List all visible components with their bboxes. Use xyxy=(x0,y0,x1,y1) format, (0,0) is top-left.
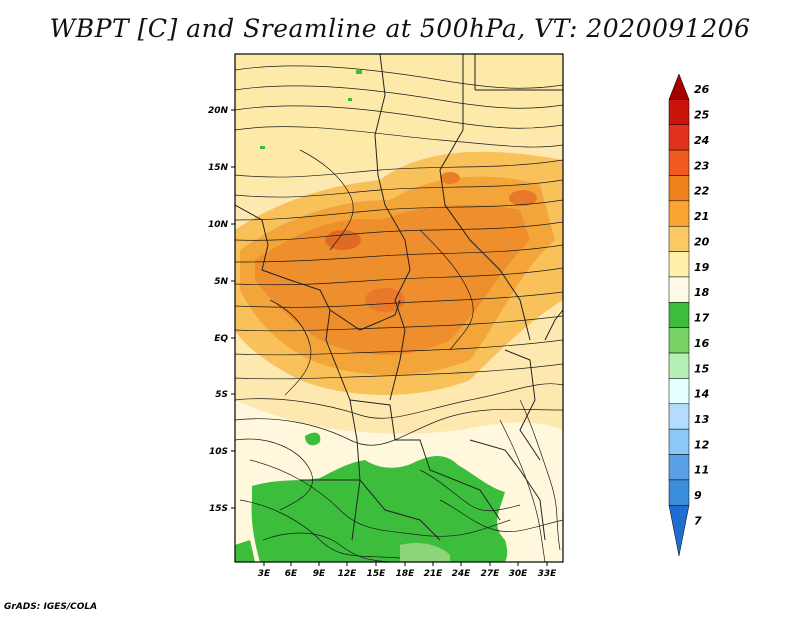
colorbar-cell xyxy=(668,454,690,481)
colorbar-cell xyxy=(668,99,690,125)
colorbar-label: 25 xyxy=(694,109,710,122)
colorbar-label: 18 xyxy=(694,286,710,299)
lon-label: 33E xyxy=(538,569,558,579)
colorbar-label: 12 xyxy=(694,438,710,451)
colorbar-label: 21 xyxy=(694,210,709,223)
colorbar-label: 23 xyxy=(694,159,710,172)
colorbar-label: 9 xyxy=(694,489,702,502)
colorbar: 26 25 24 23 22 21 20 19 18 17 16 15 14 13 12 11 9 7 xyxy=(668,73,710,557)
lon-label: 9E xyxy=(313,569,326,579)
colorbar-label: 20 xyxy=(694,235,710,248)
lon-label: 24E xyxy=(452,569,472,579)
colorbar-arrow-bottom xyxy=(668,505,690,557)
colorbar-label: 17 xyxy=(694,312,710,325)
lat-axis: 20N 15N 10N 5N EQ 5S 10S 15S xyxy=(208,106,229,514)
colorbar-label: 7 xyxy=(694,514,702,527)
wbpt-field xyxy=(235,54,563,562)
lon-label: 15E xyxy=(367,569,387,579)
lat-ticks xyxy=(231,109,235,509)
lon-ticks xyxy=(263,562,548,566)
streamlines xyxy=(235,65,563,562)
lat-label: 10N xyxy=(208,220,229,230)
lat-label: 5N xyxy=(214,277,228,287)
colorbar-cell xyxy=(668,479,690,506)
grads-credit: GrADS: IGES/COLA xyxy=(4,602,98,612)
colorbar-cell xyxy=(668,124,690,151)
colorbar-cell xyxy=(668,251,690,278)
lon-label: 18E xyxy=(396,569,416,579)
colorbar-cell xyxy=(668,149,690,176)
lon-label: 21E xyxy=(424,569,444,579)
colorbar-label: 24 xyxy=(694,134,709,147)
colorbar-cell xyxy=(668,428,690,455)
colorbar-label: 16 xyxy=(694,337,710,350)
colorbar-label: 14 xyxy=(694,388,709,401)
colorbar-label: 13 xyxy=(694,413,710,426)
lat-label: 15S xyxy=(209,504,228,514)
colorbar-label: 11 xyxy=(694,464,709,477)
colorbar-label: 22 xyxy=(694,185,710,198)
country-borders xyxy=(235,54,563,541)
colorbar-cell xyxy=(668,225,690,252)
colorbar-cell xyxy=(668,200,690,227)
lat-label: 10S xyxy=(209,447,228,457)
colorbar-cell xyxy=(668,302,690,328)
lat-label: 15N xyxy=(208,163,229,173)
lon-label: 30E xyxy=(509,569,529,579)
lon-label: 27E xyxy=(481,569,501,579)
lon-label: 6E xyxy=(285,569,298,579)
lon-label: 3E xyxy=(258,569,271,579)
colorbar-cell xyxy=(668,327,690,354)
lat-label: 20N xyxy=(208,106,229,116)
colorbar-cell xyxy=(668,378,690,405)
colorbar-cell xyxy=(668,175,690,202)
colorbar-arrow-top xyxy=(668,73,690,100)
lat-label: 5S xyxy=(215,390,228,400)
colorbar-cell xyxy=(668,403,690,430)
lon-label: 12E xyxy=(338,569,358,579)
colorbar-cell xyxy=(668,352,690,379)
lon-axis: 3E 6E 9E 12E 15E 18E 21E 24E 27E 30E 33E xyxy=(258,569,557,579)
chart-title: WBPT [C] and Sreamline at 500hPa, VT: 20… xyxy=(49,14,751,43)
colorbar-label: 15 xyxy=(694,362,710,375)
map-frame xyxy=(234,53,564,563)
colorbar-label: 26 xyxy=(694,83,710,96)
lat-label: EQ xyxy=(214,334,228,344)
colorbar-cell xyxy=(668,276,690,303)
colorbar-label: 19 xyxy=(694,261,710,274)
